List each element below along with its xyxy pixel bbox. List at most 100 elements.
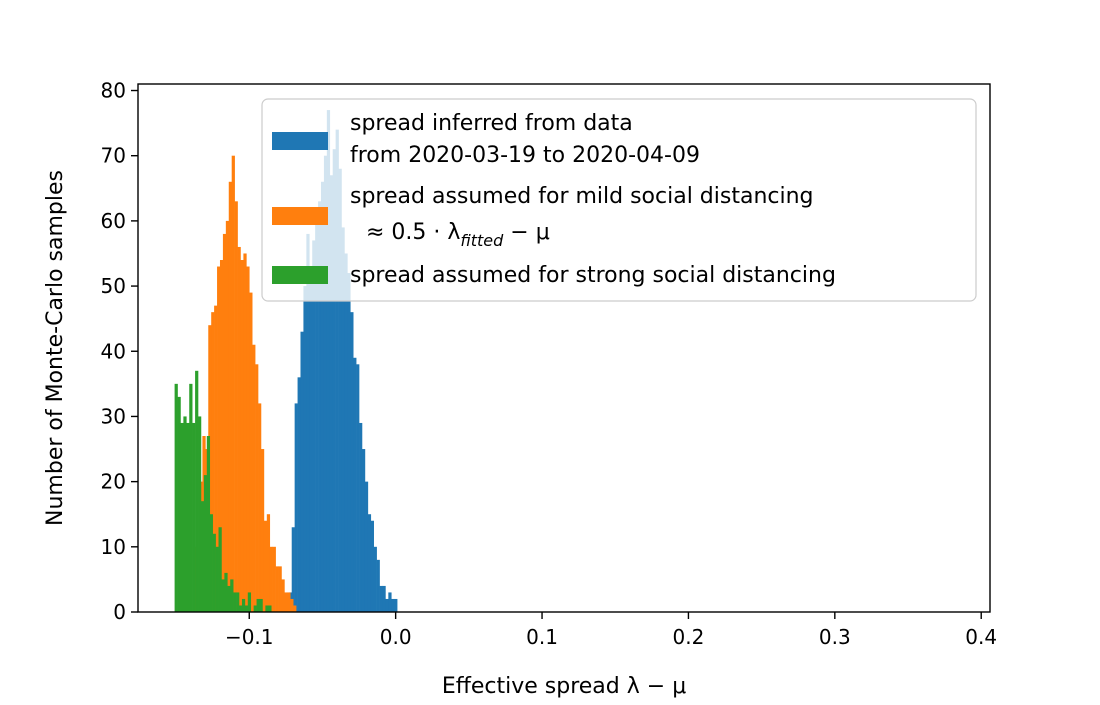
x-tick-label: 0.2 bbox=[673, 625, 705, 649]
histogram-bar-series-0 bbox=[344, 253, 348, 613]
histogram-bar-series-1 bbox=[272, 546, 276, 612]
histogram-bar-series-0 bbox=[356, 364, 360, 612]
histogram-bar-series-0 bbox=[341, 227, 345, 612]
histogram-bar-series-1 bbox=[281, 579, 285, 612]
histogram-bar-series-0 bbox=[332, 149, 336, 612]
histogram-bar-series-0 bbox=[364, 481, 369, 612]
histogram-bar-series-1 bbox=[258, 403, 262, 612]
legend-label-mild-line2: ≈ 0.5 · λfitted − μ bbox=[366, 220, 550, 250]
histogram-bar-series-2 bbox=[247, 592, 252, 612]
histogram-bar-series-1 bbox=[217, 266, 221, 612]
histogram-bar-series-0 bbox=[347, 273, 351, 612]
histogram-bar-series-1 bbox=[237, 246, 241, 612]
histogram-bar-series-0 bbox=[309, 273, 313, 612]
histogram-bar-series-2 bbox=[218, 527, 222, 612]
histogram-bar-series-0 bbox=[300, 331, 304, 612]
histogram-bar-series-1 bbox=[240, 260, 244, 612]
histogram-bar-series-0 bbox=[306, 233, 310, 612]
histogram-bar-series-2 bbox=[189, 383, 193, 612]
histogram-bar-series-2 bbox=[200, 501, 205, 612]
histogram-bar-series-0 bbox=[367, 514, 372, 612]
histogram-bar-series-0 bbox=[391, 598, 395, 612]
histogram-bar-series-0 bbox=[350, 312, 354, 612]
bars-layer bbox=[174, 110, 398, 613]
histogram-bar-series-0 bbox=[388, 592, 392, 612]
histogram-bar-series-2 bbox=[221, 579, 225, 612]
histogram-bar-series-0 bbox=[294, 403, 298, 612]
histogram-bar-series-0 bbox=[315, 214, 319, 612]
histogram-bar-series-0 bbox=[361, 449, 366, 612]
histogram-bar-series-2 bbox=[244, 605, 249, 612]
histogram-bar-series-1 bbox=[246, 266, 250, 612]
histogram-bar-series-0 bbox=[382, 585, 386, 612]
legend-label-inferred-line2: from 2020-03-19 to 2020-04-09 bbox=[350, 143, 700, 168]
y-axis-title: Number of Monte-Carlo samples bbox=[43, 170, 68, 526]
histogram-bar-series-0 bbox=[385, 598, 389, 612]
y-tick-label: 80 bbox=[101, 79, 126, 103]
y-tick-label: 20 bbox=[101, 470, 126, 494]
histogram-bar-series-1 bbox=[255, 364, 259, 612]
legend-box bbox=[261, 98, 977, 302]
histogram-bar-series-2 bbox=[177, 396, 181, 612]
legend-label-inferred-line1: spread inferred from data bbox=[350, 111, 633, 136]
legend-label-mild-minus-mu: − μ bbox=[503, 220, 549, 245]
x-tick-label: 0.0 bbox=[380, 625, 412, 649]
histogram-bar-series-2 bbox=[230, 579, 234, 612]
x-axis: −0.1 0.0 0.1 0.2 0.3 0.4 bbox=[225, 612, 997, 649]
histogram-bar-series-1 bbox=[214, 305, 218, 612]
histogram-bar-series-0 bbox=[394, 598, 398, 612]
histogram-bar-series-2 bbox=[268, 605, 272, 612]
histogram-bar-series-0 bbox=[312, 240, 316, 612]
legend-label-mild-formula: ≈ 0.5 · λ bbox=[366, 220, 460, 245]
histogram-bar-series-2 bbox=[192, 422, 196, 612]
histogram-bar-series-2 bbox=[224, 572, 228, 612]
histogram-bar-series-0 bbox=[338, 168, 342, 613]
legend-swatch-mild bbox=[272, 207, 328, 225]
legend-swatch-inferred bbox=[272, 132, 328, 150]
histogram-bar-series-1 bbox=[290, 598, 294, 612]
y-tick-label: 40 bbox=[101, 339, 126, 363]
legend-label-mild-line1: spread assumed for mild social distancin… bbox=[350, 184, 814, 209]
histogram-bar-series-1 bbox=[228, 181, 232, 612]
histogram-bar-series-1 bbox=[275, 566, 279, 612]
legend-label-strong: spread assumed for strong social distanc… bbox=[350, 263, 836, 288]
legend-label-mild-subscript: fitted bbox=[460, 231, 504, 250]
histogram-bar-series-1 bbox=[287, 592, 291, 612]
x-tick-label: 0.4 bbox=[965, 625, 997, 649]
y-tick-label: 60 bbox=[101, 209, 126, 233]
histogram-bar-series-0 bbox=[329, 175, 333, 612]
histogram-bar-series-0 bbox=[297, 377, 301, 612]
histogram-bar-series-1 bbox=[266, 514, 271, 612]
histogram-bar-series-2 bbox=[183, 416, 187, 612]
y-tick-label: 50 bbox=[101, 274, 126, 298]
histogram-bar-series-2 bbox=[212, 533, 216, 612]
histogram-bar-series-2 bbox=[209, 514, 213, 612]
histogram-bar-series-2 bbox=[195, 370, 199, 612]
histogram-bar-series-1 bbox=[252, 344, 256, 612]
histogram-bar-series-2 bbox=[206, 436, 211, 612]
histogram-bar-series-1 bbox=[269, 546, 273, 612]
x-axis-title: Effective spread λ − μ bbox=[442, 674, 686, 699]
histogram-bar-series-0 bbox=[326, 110, 331, 612]
histogram-bar-series-1 bbox=[284, 592, 288, 612]
histogram-bar-series-1 bbox=[211, 312, 215, 612]
histogram-bar-series-0 bbox=[379, 585, 383, 612]
histogram-bar-series-0 bbox=[370, 520, 374, 612]
y-tick-label: 30 bbox=[101, 404, 126, 428]
legend: spread inferred from data from 2020-03-1… bbox=[261, 98, 977, 302]
histogram-bar-series-0 bbox=[318, 201, 322, 612]
histogram-bar-series-0 bbox=[376, 559, 380, 612]
y-tick-label: 10 bbox=[101, 535, 126, 559]
histogram-bar-series-0 bbox=[353, 357, 357, 612]
histogram-bar-series-2 bbox=[227, 585, 231, 612]
histogram-bar-series-2 bbox=[203, 475, 208, 612]
histogram-bar-series-2 bbox=[180, 422, 184, 612]
histogram-bar-series-0 bbox=[323, 155, 328, 612]
histogram-bar-series-2 bbox=[239, 605, 243, 612]
histogram-bar-series-0 bbox=[291, 527, 295, 612]
histogram-bar-series-2 bbox=[236, 592, 240, 612]
y-axis: 0 10 20 30 40 50 60 70 80 bbox=[101, 79, 138, 624]
y-tick-label: 70 bbox=[101, 144, 126, 168]
x-tick-label: 0.3 bbox=[819, 625, 851, 649]
